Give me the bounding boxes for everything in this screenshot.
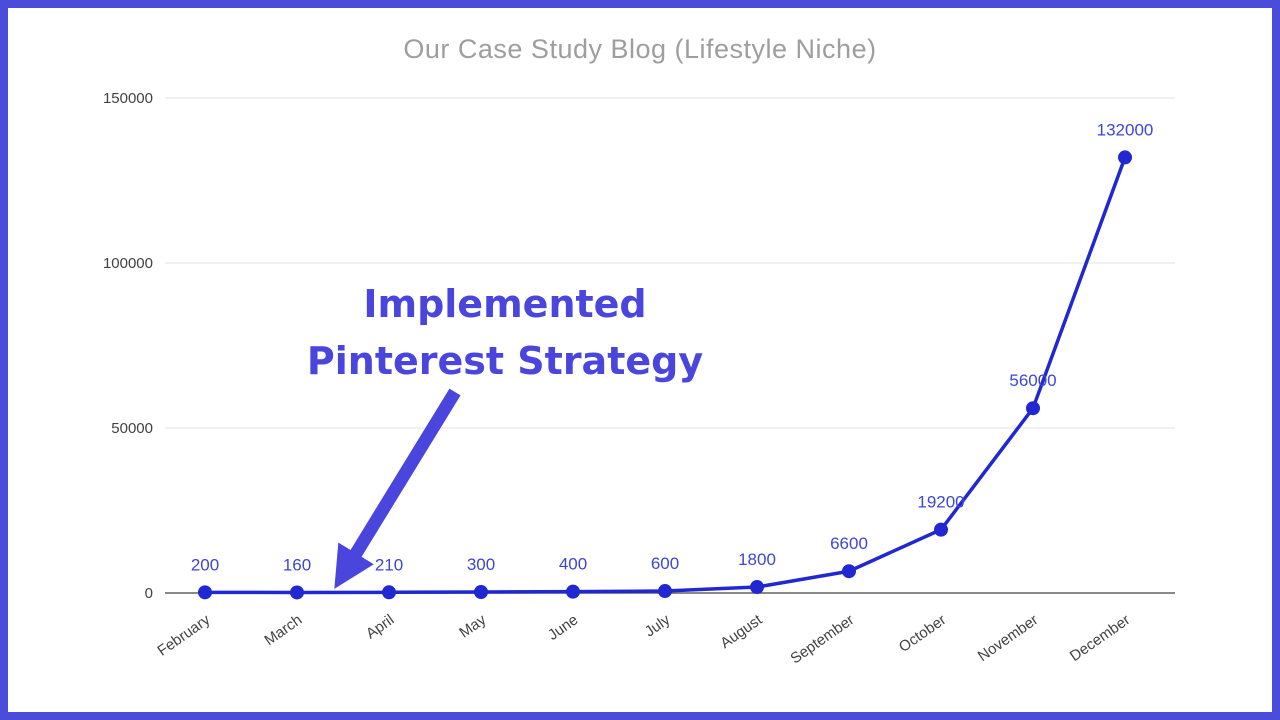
data-point	[842, 564, 856, 579]
x-tick-label: September	[787, 611, 857, 667]
x-tick-label: October	[896, 611, 949, 656]
data-label: 600	[651, 554, 679, 573]
data-point	[474, 585, 488, 600]
x-tick-label: December	[1067, 611, 1133, 665]
x-tick-label: July	[642, 611, 674, 641]
data-point	[658, 584, 672, 599]
data-label: 210	[375, 555, 403, 574]
data-point	[290, 585, 304, 600]
data-label: 400	[559, 555, 587, 574]
data-label: 300	[467, 555, 495, 574]
annotation-line2: Pinterest Strategy	[306, 339, 704, 383]
x-tick-label: February	[154, 611, 213, 660]
x-tick-label: November	[975, 611, 1041, 665]
chart-title: Our Case Study Blog (Lifestyle Niche)	[403, 34, 877, 64]
data-point	[750, 580, 764, 595]
y-tick-label: 150000	[103, 90, 153, 107]
x-tick-label: August	[717, 611, 766, 652]
x-tick-label: March	[261, 611, 305, 649]
x-tick-label: June	[545, 611, 581, 644]
data-label: 160	[283, 555, 311, 574]
data-label: 132000	[1097, 120, 1154, 139]
annotation-text: Implemented Pinterest Strategy	[255, 276, 755, 390]
data-label: 19200	[917, 493, 964, 512]
data-point	[1118, 150, 1132, 165]
data-label: 200	[191, 555, 219, 574]
data-label: 6600	[830, 534, 868, 553]
y-tick-label: 100000	[103, 255, 153, 272]
x-tick-label: April	[363, 611, 397, 642]
annotation-line1: Implemented	[363, 282, 647, 326]
y-tick-label: 0	[145, 585, 153, 602]
data-point	[382, 585, 396, 600]
data-label: 1800	[738, 550, 776, 569]
data-point	[1026, 401, 1040, 416]
data-point	[566, 584, 580, 599]
y-tick-label: 50000	[111, 420, 153, 437]
x-tick-label: May	[456, 611, 489, 641]
annotation-arrow-icon	[334, 388, 461, 589]
data-point	[934, 522, 948, 537]
data-label: 56000	[1009, 371, 1056, 390]
data-point	[198, 585, 212, 600]
